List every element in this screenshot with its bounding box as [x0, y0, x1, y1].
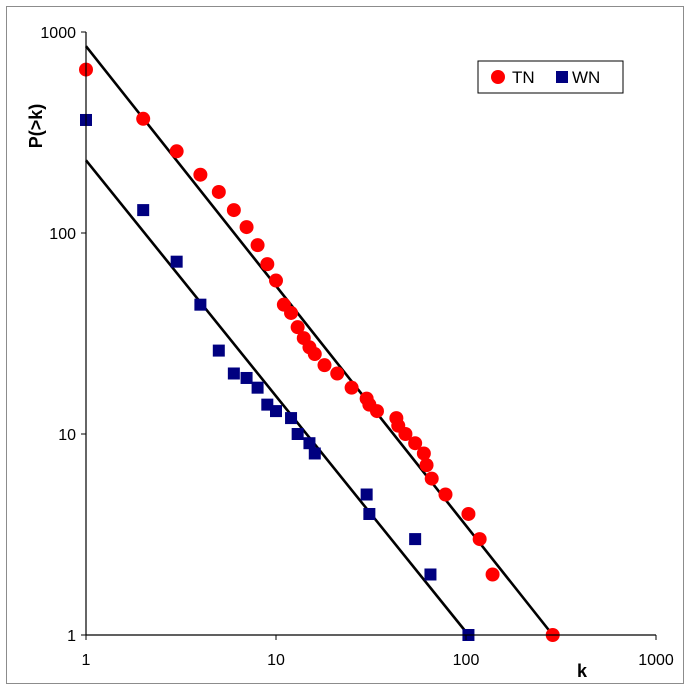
data-point-wn	[227, 367, 240, 380]
data-point-tn	[416, 446, 431, 461]
x-ticks: 1 10 100 1000	[82, 635, 674, 669]
series-tn	[79, 62, 560, 642]
x-tick-label: 1	[82, 652, 91, 669]
y-axis-label: P(>k)	[26, 104, 46, 149]
data-point-tn	[169, 144, 184, 159]
data-point-wn	[424, 568, 437, 581]
data-point-tn	[408, 436, 423, 451]
data-point-wn	[303, 437, 316, 450]
data-point-tn	[211, 184, 226, 199]
data-point-wn	[170, 255, 183, 268]
x-tick-label: 10	[267, 652, 285, 669]
data-point-wn	[360, 488, 373, 501]
x-tick-label: 1000	[638, 652, 674, 669]
data-point-wn	[137, 204, 150, 217]
plot-area	[79, 32, 656, 642]
data-point-wn	[270, 405, 282, 418]
data-point-tn	[239, 220, 254, 235]
data-point-wn	[240, 371, 253, 384]
y-tick-label: 10	[58, 427, 76, 444]
data-point-tn	[260, 257, 275, 272]
y-ticks: 1 10 100 1000	[40, 25, 86, 645]
data-point-tn	[226, 203, 241, 218]
data-points	[79, 62, 560, 642]
data-point-tn	[317, 358, 332, 373]
axes: 1 10 100 1000 1 10 100 1000	[40, 25, 673, 669]
data-point-tn	[193, 167, 208, 182]
y-tick-label: 100	[49, 226, 76, 243]
data-point-tn	[330, 366, 345, 381]
data-point-wn	[251, 381, 264, 394]
data-point-tn	[461, 506, 476, 521]
data-point-wn	[291, 428, 304, 440]
data-point-tn	[250, 238, 265, 253]
legend-label-wn: WN	[572, 68, 600, 87]
data-point-tn	[424, 471, 439, 486]
data-point-tn	[344, 380, 359, 395]
data-point-wn	[409, 533, 422, 546]
data-point-tn	[438, 487, 453, 502]
y-tick-label: 1	[67, 628, 76, 645]
data-point-wn	[308, 447, 321, 460]
data-point-wn	[194, 298, 207, 311]
legend-label-tn: TN	[512, 68, 535, 87]
data-point-tn	[307, 347, 322, 362]
data-point-wn	[363, 507, 376, 520]
data-point-tn	[290, 320, 305, 335]
data-point-tn	[269, 273, 283, 288]
data-point-tn	[369, 404, 384, 419]
y-tick-label: 1000	[40, 25, 76, 42]
data-point-wn	[212, 344, 225, 357]
data-point-tn	[472, 532, 487, 547]
data-point-tn	[485, 567, 500, 582]
fit-line-wn	[84, 159, 470, 636]
data-point-wn	[285, 412, 298, 425]
x-tick-label: 100	[453, 652, 480, 669]
data-point-tn	[284, 305, 299, 320]
legend-marker-wn	[556, 71, 568, 83]
data-point-tn	[419, 458, 434, 473]
x-axis-label: k	[577, 661, 588, 681]
data-point-tn	[398, 427, 413, 441]
legend: TN WN	[477, 60, 624, 94]
data-point-tn	[136, 111, 151, 126]
legend-marker-tn	[491, 70, 505, 84]
